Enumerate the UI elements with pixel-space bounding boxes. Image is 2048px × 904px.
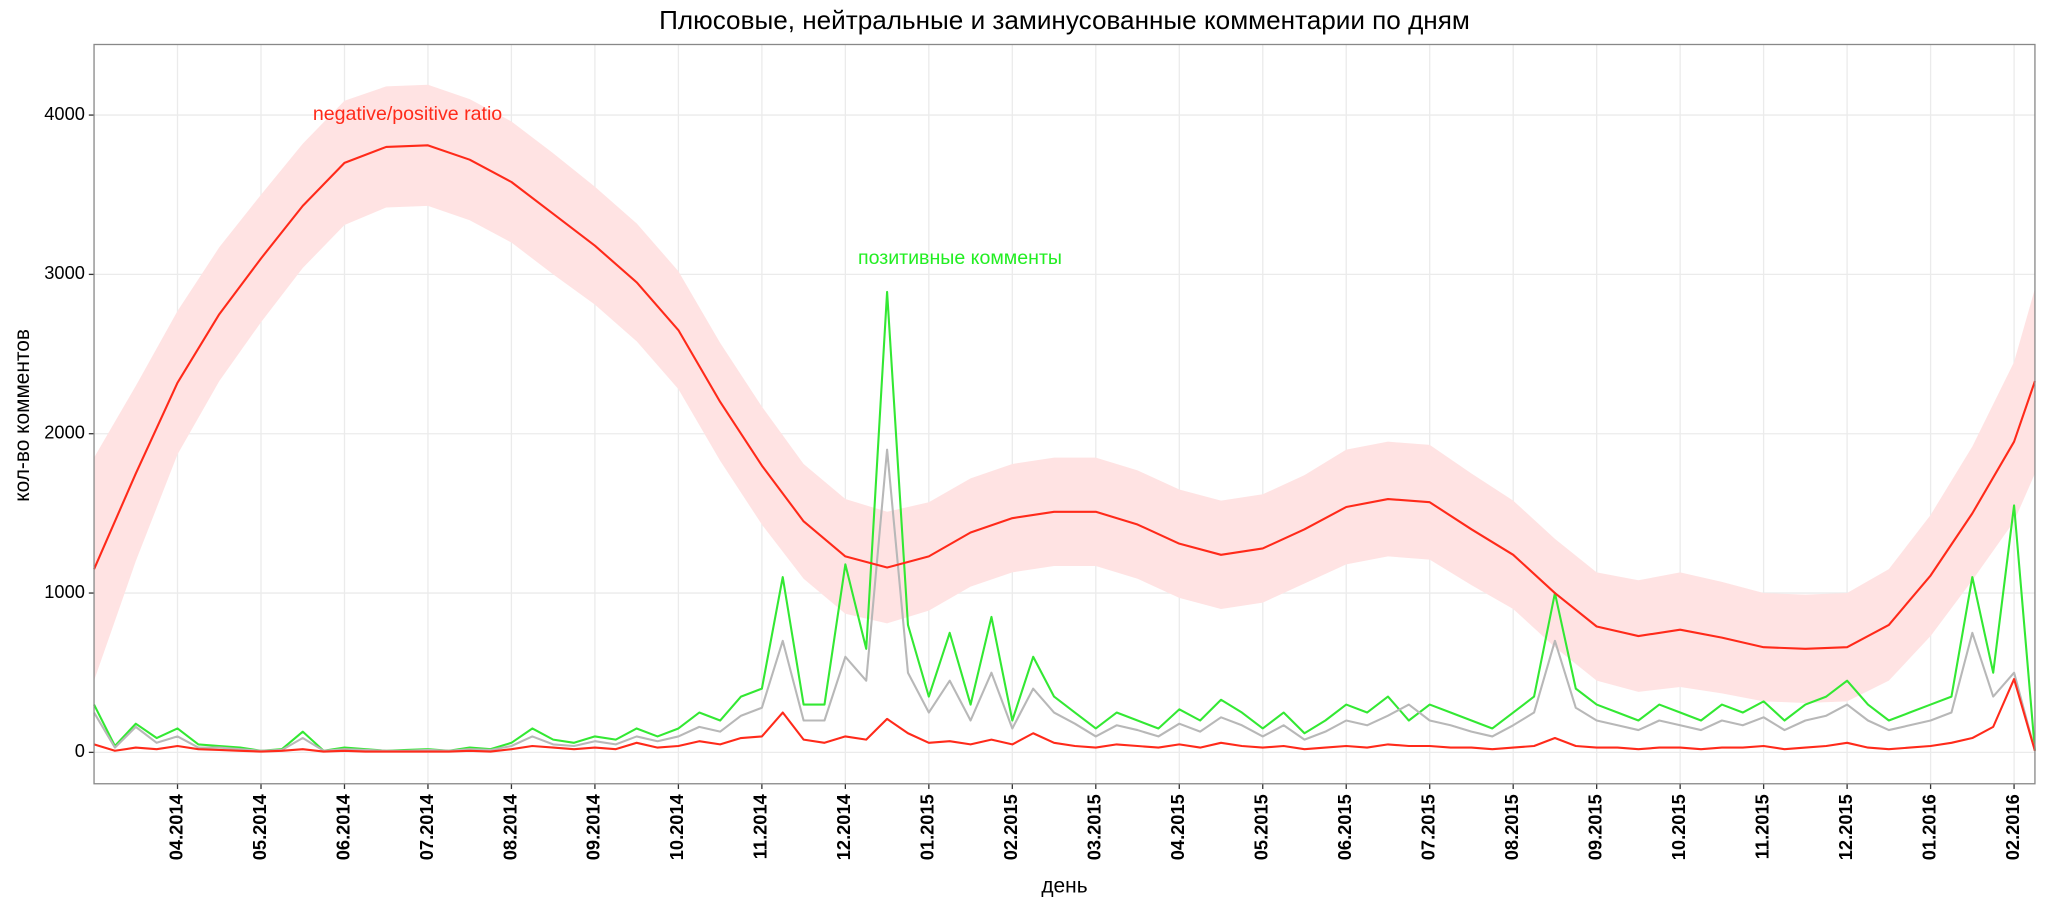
plot-border [93, 43, 2036, 785]
x-tick-label: 02.2016 [2002, 794, 2023, 860]
x-tick-label: 01.2016 [1918, 794, 1939, 860]
x-tick-label: 12.2014 [833, 793, 854, 860]
x-tick-label: 04.2014 [165, 793, 186, 860]
x-tick-label: 06.2015 [1334, 794, 1355, 860]
x-tick-label: 12.2015 [1835, 794, 1856, 860]
confidence-band [94, 84, 2035, 703]
y-tick-label: 3000 [44, 262, 85, 283]
y-tick-label: 0 [75, 740, 85, 761]
x-tick-label: 08.2014 [499, 793, 520, 860]
y-tick-label: 4000 [44, 103, 85, 124]
x-tick-label: 09.2014 [583, 793, 604, 860]
x-axis-label: день [1041, 874, 1087, 897]
x-tick-label: 02.2015 [1000, 794, 1021, 860]
series-line [93, 678, 2036, 753]
x-tick-label: 08.2015 [1501, 794, 1522, 860]
x-tick-label: 07.2014 [416, 793, 437, 860]
trend-line [93, 144, 2036, 650]
chart-title: Плюсовые, нейтральные и заминусованные к… [659, 5, 1470, 35]
x-tick-label: 10.2014 [666, 793, 687, 860]
y-tick-label: 2000 [44, 422, 85, 443]
y-tick-label: 1000 [44, 581, 85, 602]
x-tick-label: 05.2015 [1251, 794, 1272, 860]
annotation: negative/positive ratio [313, 103, 502, 125]
x-tick-label: 10.2015 [1668, 794, 1689, 860]
x-tick-label: 11.2015 [1751, 794, 1772, 859]
x-tick-label: 07.2015 [1418, 794, 1439, 860]
x-tick-label: 03.2015 [1084, 794, 1105, 860]
x-tick-label: 11.2014 [750, 793, 771, 859]
x-tick-label: 06.2014 [332, 793, 353, 860]
annotation: позитивные комменты [858, 247, 1062, 269]
x-tick-label: 04.2015 [1167, 794, 1188, 860]
series-line [93, 448, 2036, 752]
x-tick-label: 01.2015 [917, 794, 938, 860]
x-tick-label: 09.2015 [1584, 794, 1605, 860]
y-axis-label: кол-во комментов [11, 329, 34, 502]
x-tick-label: 05.2014 [249, 793, 270, 860]
